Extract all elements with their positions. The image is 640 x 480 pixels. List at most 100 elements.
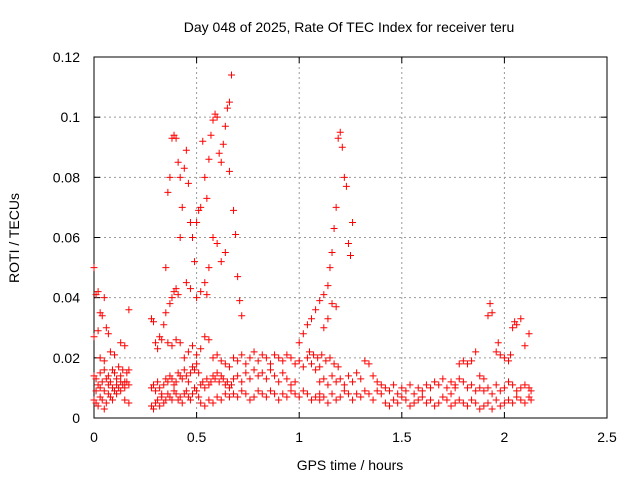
data-point xyxy=(158,336,166,344)
data-point xyxy=(166,173,174,181)
data-point xyxy=(156,384,164,392)
data-point xyxy=(287,381,295,389)
data-point xyxy=(154,345,162,353)
data-point xyxy=(344,372,352,380)
data-point xyxy=(377,381,385,389)
data-point xyxy=(178,203,186,211)
data-point xyxy=(258,369,266,377)
data-point xyxy=(213,393,221,401)
data-point xyxy=(472,387,480,395)
data-point xyxy=(172,285,180,293)
data-point xyxy=(390,381,398,389)
data-point xyxy=(193,294,201,302)
data-point xyxy=(418,393,426,401)
data-point xyxy=(500,354,508,362)
data-point xyxy=(106,348,114,356)
data-point xyxy=(211,375,219,383)
data-point xyxy=(488,390,496,398)
data-point xyxy=(455,396,463,404)
data-point xyxy=(195,369,203,377)
data-point xyxy=(164,339,172,347)
data-point xyxy=(152,339,160,347)
data-point xyxy=(176,173,184,181)
data-point xyxy=(205,155,213,163)
data-point xyxy=(184,348,192,356)
data-point xyxy=(205,336,213,344)
data-point xyxy=(295,357,303,365)
data-point xyxy=(117,387,125,395)
data-point xyxy=(410,399,418,407)
data-point xyxy=(271,390,279,398)
data-point xyxy=(186,218,194,226)
data-point xyxy=(303,390,311,398)
data-point xyxy=(180,366,188,374)
data-point xyxy=(113,390,121,398)
x-axis-title: GPS time / hours xyxy=(297,457,404,473)
data-point xyxy=(349,378,357,386)
data-point xyxy=(209,354,217,362)
data-point xyxy=(439,393,447,401)
data-point xyxy=(150,318,158,326)
data-point xyxy=(209,399,217,407)
data-point xyxy=(353,390,361,398)
data-point xyxy=(225,393,233,401)
data-point xyxy=(332,396,340,404)
data-point xyxy=(250,348,258,356)
data-point xyxy=(238,312,246,320)
data-point xyxy=(484,384,492,392)
data-point xyxy=(221,249,229,257)
data-point xyxy=(283,375,291,383)
grid-lines xyxy=(94,57,607,418)
data-point xyxy=(431,402,439,410)
data-point xyxy=(494,339,502,347)
data-point xyxy=(334,363,342,371)
data-point xyxy=(336,128,344,136)
data-point xyxy=(414,396,422,404)
data-point xyxy=(227,71,235,79)
data-point xyxy=(318,351,326,359)
data-point xyxy=(182,279,190,287)
data-point xyxy=(209,116,217,124)
data-point xyxy=(227,381,235,389)
data-point xyxy=(283,393,291,401)
data-point xyxy=(254,387,262,395)
data-point xyxy=(102,324,110,332)
data-point xyxy=(223,104,231,112)
data-point xyxy=(344,390,352,398)
y-tick-label: 0.12 xyxy=(53,49,80,65)
data-point xyxy=(488,405,496,413)
data-point xyxy=(507,351,515,359)
data-point xyxy=(394,399,402,407)
data-point xyxy=(480,375,488,383)
data-point xyxy=(221,360,229,368)
data-point xyxy=(336,375,344,383)
data-point xyxy=(225,167,233,175)
x-tick-label: 1 xyxy=(295,429,303,445)
data-point xyxy=(459,399,467,407)
data-point xyxy=(492,396,500,404)
data-point xyxy=(316,363,324,371)
data-point xyxy=(314,354,322,362)
data-point xyxy=(213,113,221,121)
data-point xyxy=(439,375,447,383)
data-point xyxy=(500,399,508,407)
data-point xyxy=(266,366,274,374)
data-point xyxy=(217,258,225,266)
data-point xyxy=(332,303,340,311)
data-point xyxy=(176,234,184,241)
data-point xyxy=(328,300,336,308)
data-point xyxy=(373,378,381,386)
data-point xyxy=(509,399,517,407)
data-point xyxy=(168,294,176,302)
chart-title: Day 048 of 2025, Rate Of TEC Index for r… xyxy=(184,19,514,35)
data-point xyxy=(308,315,316,323)
data-point xyxy=(322,357,330,365)
data-point xyxy=(182,372,190,380)
data-point xyxy=(168,396,176,404)
data-point xyxy=(117,372,125,380)
data-point xyxy=(197,399,205,407)
data-point xyxy=(121,396,129,404)
data-point xyxy=(205,264,213,272)
data-point xyxy=(320,393,328,401)
data-point xyxy=(340,173,348,181)
